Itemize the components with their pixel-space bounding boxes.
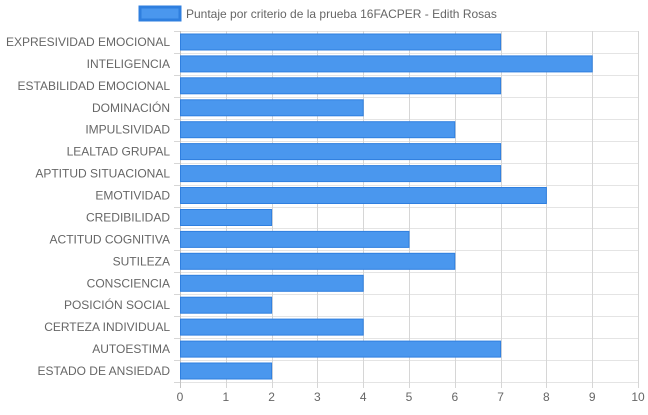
- bar[interactable]: [180, 230, 410, 248]
- y-tick-label: CERTEZA INDIVIDUAL: [44, 320, 170, 334]
- y-tick-label: POSICIÓN SOCIAL: [64, 297, 170, 312]
- y-tick-label: EXPRESIVIDAD EMOCIONAL: [6, 35, 170, 49]
- y-tick-label: CREDIBILIDAD: [86, 211, 170, 225]
- x-tick-label: 6: [451, 390, 458, 404]
- legend-swatch[interactable]: [138, 5, 182, 22]
- x-tick-label: 8: [543, 390, 550, 404]
- y-tick-label: IMPULSIVIDAD: [85, 123, 170, 137]
- x-tick-label: 3: [314, 390, 321, 404]
- y-tick-label: DOMINACIÓN: [92, 100, 170, 115]
- bar[interactable]: [180, 274, 364, 292]
- y-tick-label: INTELIGENCIA: [87, 57, 170, 71]
- y-tick-label: CONSCIENCIA: [87, 276, 170, 290]
- x-tick-label: 4: [360, 390, 367, 404]
- y-axis-labels: EXPRESIVIDAD EMOCIONAL INTELIGENCIA ESTABI…: [6, 35, 170, 378]
- bar[interactable]: [180, 252, 456, 270]
- y-tick-label: ACTITUD COGNITIVA: [50, 232, 170, 246]
- y-tick-label: SUTILEZA: [113, 254, 170, 268]
- y-tick-label: LEALTAD GRUPAL: [67, 145, 171, 159]
- x-axis-labels: 0 1 2 3 4 5 6 7 8 9 10: [177, 390, 645, 404]
- bar[interactable]: [180, 143, 502, 161]
- y-tick-label: AUTOESTIMA: [92, 342, 170, 356]
- bar[interactable]: [180, 362, 273, 380]
- bar[interactable]: [180, 77, 502, 95]
- bar[interactable]: [180, 99, 364, 117]
- x-tick-label: 1: [222, 390, 229, 404]
- bar[interactable]: [180, 296, 273, 314]
- bar[interactable]: [180, 33, 502, 51]
- x-tick-label: 2: [268, 390, 275, 404]
- y-tick-label: EMOTIVIDAD: [95, 189, 170, 203]
- y-tick-label: APTITUD SITUACIONAL: [35, 167, 170, 181]
- bar[interactable]: [180, 121, 456, 139]
- y-tick-label: ESTADO DE ANSIEDAD: [38, 364, 171, 378]
- bar[interactable]: [180, 165, 502, 183]
- x-tick-label: 9: [589, 390, 596, 404]
- bar[interactable]: [180, 187, 547, 204]
- bars: [180, 33, 593, 380]
- y-tick-label: ESTABILIDAD EMOCIONAL: [18, 79, 171, 93]
- legend[interactable]: Puntaje por criterio de la prueba 16FACP…: [138, 5, 497, 22]
- bar[interactable]: [180, 55, 593, 73]
- x-tick-label: 0: [177, 390, 184, 404]
- bar[interactable]: [180, 318, 364, 336]
- bar[interactable]: [180, 340, 502, 358]
- x-tick-label: 5: [406, 390, 413, 404]
- x-tick-label: 10: [631, 390, 645, 404]
- legend-label[interactable]: Puntaje por criterio de la prueba 16FACP…: [186, 7, 497, 21]
- x-tick-label: 7: [497, 390, 504, 404]
- bar[interactable]: [180, 209, 273, 226]
